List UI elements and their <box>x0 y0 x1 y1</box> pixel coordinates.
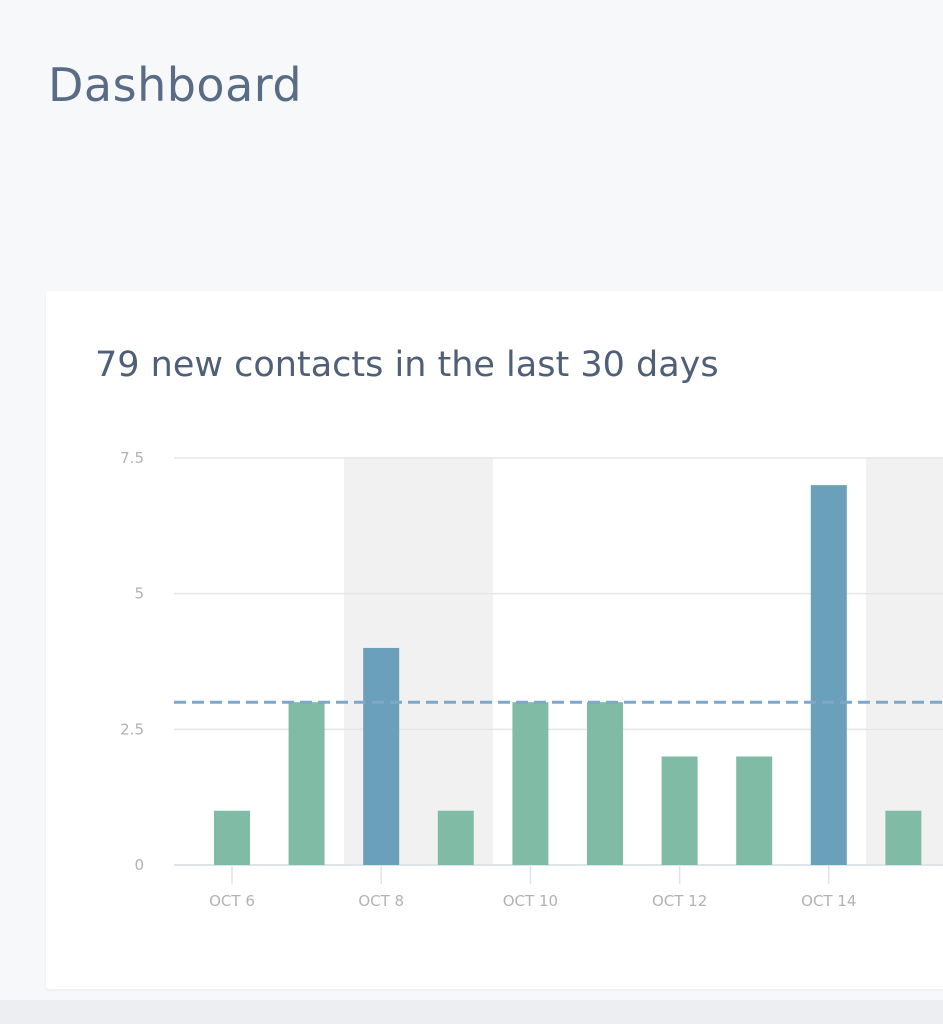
bar-oct-15 <box>885 810 922 865</box>
x-tick-label: OCT 10 <box>503 892 558 910</box>
bar-oct-7 <box>288 702 325 865</box>
x-tick-label: OCT 6 <box>209 892 255 910</box>
bar-oct-10 <box>512 702 549 865</box>
x-tick-label: OCT 12 <box>652 892 707 910</box>
y-tick-label: 5 <box>134 585 144 603</box>
bar-oct-9 <box>437 810 474 865</box>
bottom-strip <box>0 1000 943 1024</box>
weekend-band <box>866 458 943 865</box>
y-tick-label: 7.5 <box>120 449 144 467</box>
y-tick-label: 0 <box>134 856 144 874</box>
bar-oct-6 <box>214 810 250 865</box>
contacts-chart-card <box>46 291 943 989</box>
card-title: 79 new contacts in the last 30 days <box>95 345 719 385</box>
bar-oct-11 <box>587 702 623 865</box>
x-tick-label: OCT 14 <box>801 892 856 910</box>
bar-oct-14 <box>810 485 847 865</box>
page-title: Dashboard <box>48 58 303 112</box>
bar-oct-12 <box>661 756 698 865</box>
y-tick-label: 2.5 <box>120 720 144 738</box>
x-tick-label: OCT 8 <box>358 892 404 910</box>
bar-oct-8 <box>363 647 400 865</box>
bar-oct-13 <box>736 756 773 865</box>
